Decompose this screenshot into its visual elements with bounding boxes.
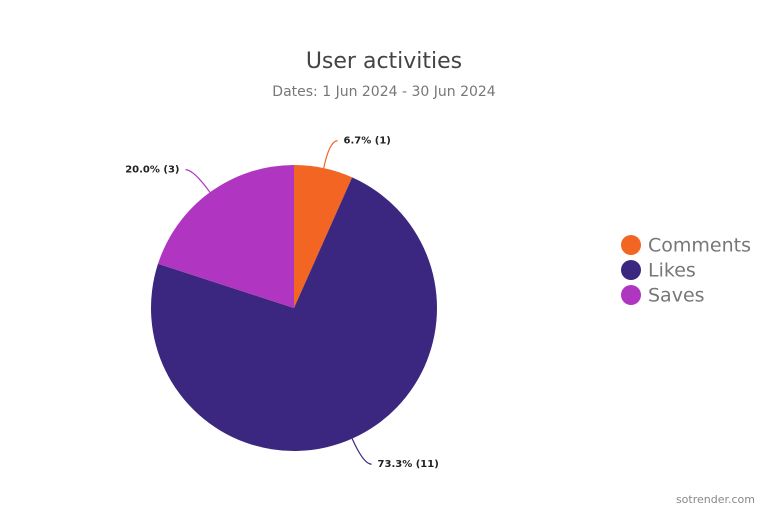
data-label: 20.0% (3) <box>125 165 179 176</box>
legend-label: Saves <box>648 285 705 307</box>
legend-label: Likes <box>648 260 696 282</box>
chart-subtitle: Dates: 1 Jun 2024 - 30 Jun 2024 <box>272 84 495 100</box>
leader-line <box>351 438 372 465</box>
data-label: 6.7% (1) <box>344 136 391 147</box>
chart-title: User activities <box>306 49 462 74</box>
leader-line <box>323 140 338 169</box>
pie-slice <box>157 165 294 308</box>
legend-marker <box>621 235 641 255</box>
source: sotrender.com <box>676 493 755 506</box>
legend-marker <box>621 285 641 305</box>
pie-slice <box>151 177 437 451</box>
data-label: 73.3% (11) <box>378 459 439 470</box>
leader-line <box>185 169 211 193</box>
legend-label: Comments <box>648 235 751 257</box>
legend-marker <box>621 260 641 280</box>
pie-slice <box>294 165 353 308</box>
